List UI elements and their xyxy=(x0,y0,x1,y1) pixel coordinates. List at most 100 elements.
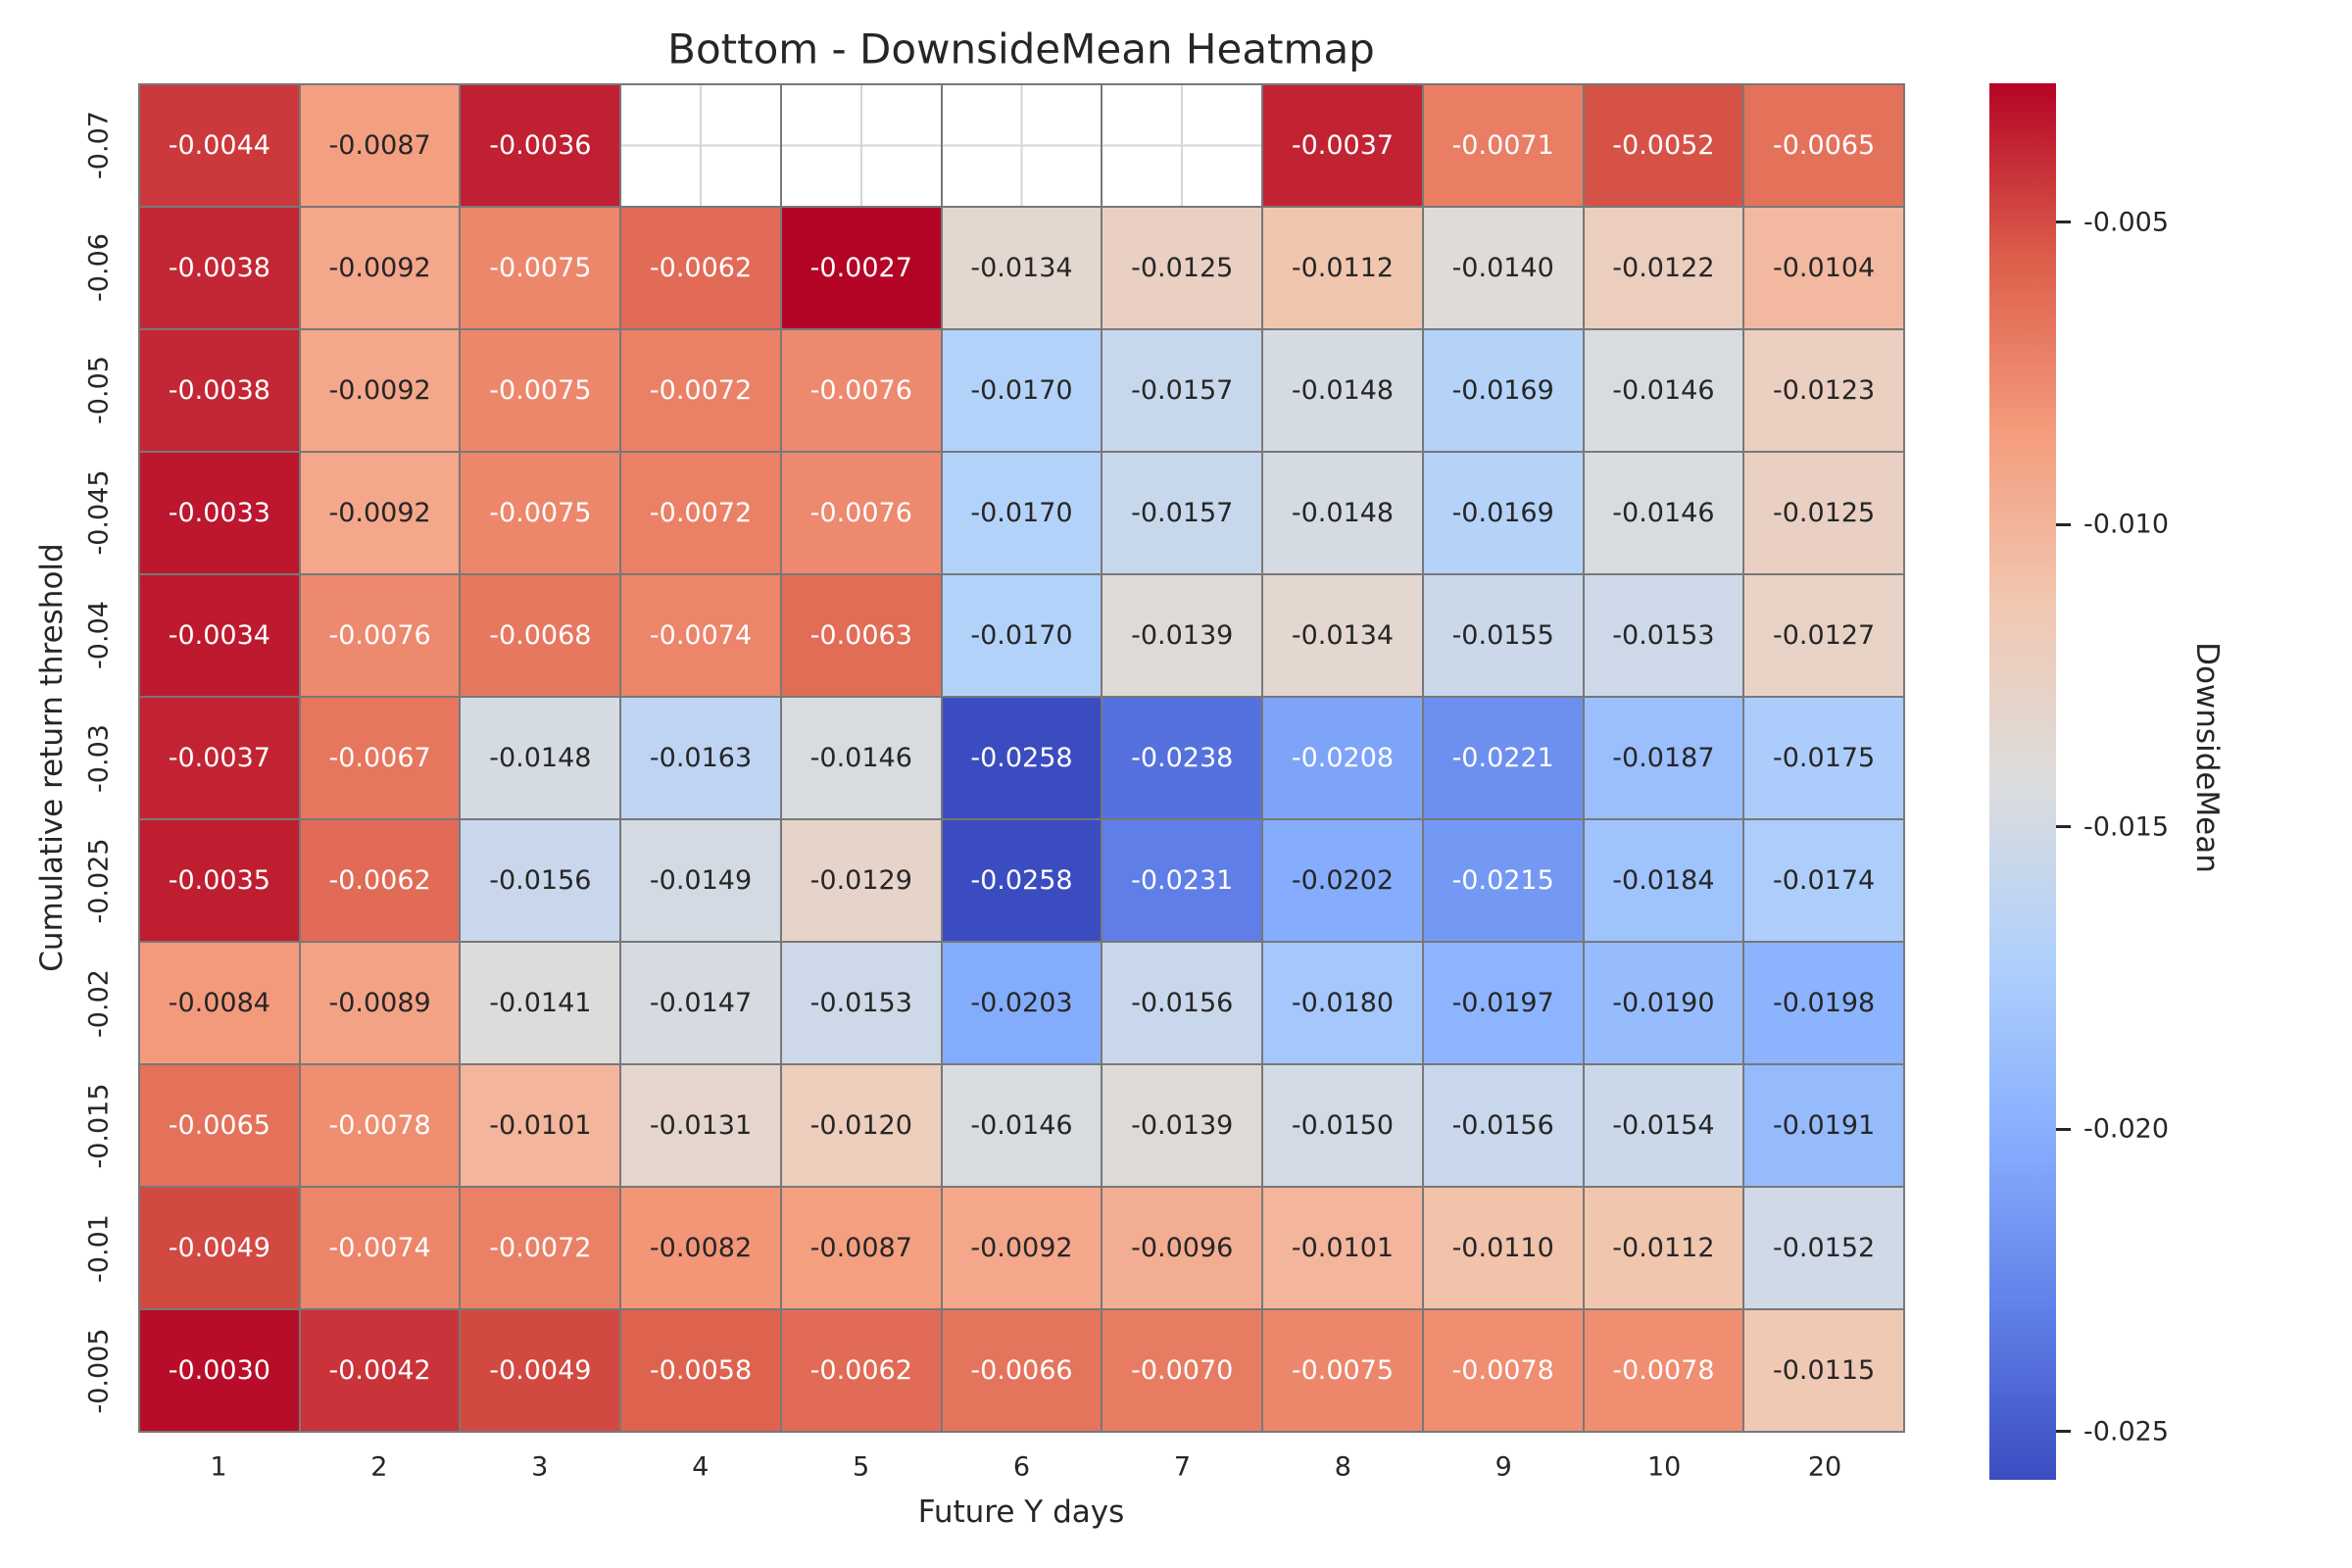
colorbar-tick-mark xyxy=(2056,825,2071,829)
heatmap-cell: -0.0035 xyxy=(140,820,299,941)
heatmap-cell: -0.0123 xyxy=(1744,330,1903,451)
heatmap-cell: -0.0072 xyxy=(621,330,780,451)
colorbar-label: DownsideMean xyxy=(2189,642,2225,873)
heatmap-cell: -0.0150 xyxy=(1263,1065,1422,1186)
x-axis-label: Future Y days xyxy=(917,1494,1125,1530)
heatmap-cell: -0.0076 xyxy=(781,330,941,451)
heatmap-cell: -0.0078 xyxy=(1423,1310,1583,1431)
heatmap-cell: -0.0146 xyxy=(781,698,941,818)
heatmap-cell: -0.0044 xyxy=(140,85,299,206)
heatmap-cell: -0.0215 xyxy=(1423,820,1583,941)
heatmap-cell: -0.0120 xyxy=(781,1065,941,1186)
y-tick-label: -0.005 xyxy=(83,1328,115,1414)
heatmap-cell: -0.0033 xyxy=(140,453,299,573)
heatmap-cell: -0.0174 xyxy=(1744,820,1903,941)
heatmap-cell: -0.0078 xyxy=(300,1065,460,1186)
heatmap-cell: -0.0084 xyxy=(140,943,299,1063)
heatmap-cell: -0.0037 xyxy=(140,698,299,818)
heatmap-cell: -0.0062 xyxy=(300,820,460,941)
heatmap-cell: -0.0058 xyxy=(621,1310,780,1431)
heatmap-cell: -0.0092 xyxy=(300,208,460,328)
y-tick-label: -0.04 xyxy=(83,601,115,670)
y-tick-label: -0.015 xyxy=(83,1083,115,1169)
heatmap-cell: -0.0049 xyxy=(461,1310,620,1431)
heatmap-cell: -0.0139 xyxy=(1102,1065,1262,1186)
y-tick-label: -0.06 xyxy=(83,232,115,302)
heatmap-cell: -0.0157 xyxy=(1102,330,1262,451)
heatmap-cell: -0.0062 xyxy=(621,208,780,328)
colorbar-tick-label: -0.025 xyxy=(2083,1416,2170,1447)
heatmap-cell: -0.0221 xyxy=(1423,698,1583,818)
heatmap-cell: -0.0078 xyxy=(1584,1310,1743,1431)
heatmap-cell: -0.0075 xyxy=(1263,1310,1422,1431)
heatmap-cell xyxy=(781,85,941,206)
heatmap-cell: -0.0122 xyxy=(1584,208,1743,328)
heatmap-cell: -0.0170 xyxy=(942,575,1102,696)
heatmap-cell: -0.0149 xyxy=(621,820,780,941)
heatmap-cell: -0.0125 xyxy=(1102,208,1262,328)
y-tick-label: -0.02 xyxy=(83,968,115,1038)
heatmap-cell: -0.0163 xyxy=(621,698,780,818)
x-tick-label: 2 xyxy=(370,1451,388,1483)
heatmap-cell: -0.0065 xyxy=(140,1065,299,1186)
heatmap-cell: -0.0034 xyxy=(140,575,299,696)
heatmap-cell: -0.0076 xyxy=(300,575,460,696)
heatmap-cell: -0.0198 xyxy=(1744,943,1903,1063)
heatmap-cell: -0.0037 xyxy=(1263,85,1422,206)
heatmap-cell: -0.0089 xyxy=(300,943,460,1063)
heatmap-cell: -0.0068 xyxy=(461,575,620,696)
heatmap-cell: -0.0156 xyxy=(1423,1065,1583,1186)
heatmap-cell: -0.0042 xyxy=(300,1310,460,1431)
x-tick-label: 6 xyxy=(1012,1451,1031,1483)
heatmap-cell xyxy=(942,85,1102,206)
y-tick-label: -0.01 xyxy=(83,1214,115,1284)
heatmap-cell: -0.0156 xyxy=(461,820,620,941)
colorbar xyxy=(1989,83,2056,1480)
heatmap-cell: -0.0153 xyxy=(781,943,941,1063)
heatmap-cell: -0.0197 xyxy=(1423,943,1583,1063)
heatmap-cell: -0.0140 xyxy=(1423,208,1583,328)
heatmap-cell: -0.0147 xyxy=(621,943,780,1063)
heatmap-cell: -0.0258 xyxy=(942,698,1102,818)
heatmap-cell: -0.0101 xyxy=(461,1065,620,1186)
heatmap-cell: -0.0148 xyxy=(1263,330,1422,451)
heatmap-cell: -0.0052 xyxy=(1584,85,1743,206)
heatmap-cell: -0.0127 xyxy=(1744,575,1903,696)
heatmap-cell: -0.0063 xyxy=(781,575,941,696)
heatmap-cell: -0.0067 xyxy=(300,698,460,818)
y-tick-label: -0.025 xyxy=(83,838,115,924)
heatmap-grid: -0.0044 -0.0087 -0.0036 -0.0037 -0.0071 -0.00… xyxy=(138,83,1905,1433)
colorbar-tick-mark xyxy=(2056,220,2071,224)
x-tick-label: 7 xyxy=(1173,1451,1191,1483)
heatmap-cell: -0.0170 xyxy=(942,453,1102,573)
heatmap-cell: -0.0170 xyxy=(942,330,1102,451)
heatmap-cell: -0.0110 xyxy=(1423,1188,1583,1308)
heatmap-cell: -0.0074 xyxy=(621,575,780,696)
heatmap-cell: -0.0072 xyxy=(461,1188,620,1308)
heatmap-cell: -0.0074 xyxy=(300,1188,460,1308)
heatmap-cell: -0.0238 xyxy=(1102,698,1262,818)
colorbar-tick-label: -0.005 xyxy=(2083,207,2170,238)
heatmap-cell: -0.0071 xyxy=(1423,85,1583,206)
heatmap-cell: -0.0146 xyxy=(942,1065,1102,1186)
y-tick-label: -0.05 xyxy=(83,356,115,424)
heatmap-cell: -0.0139 xyxy=(1102,575,1262,696)
heatmap-cell: -0.0092 xyxy=(300,330,460,451)
heatmap-cell xyxy=(1102,85,1262,206)
x-tick-label: 8 xyxy=(1334,1451,1351,1483)
heatmap-cell: -0.0062 xyxy=(781,1310,941,1431)
x-tick-label: 4 xyxy=(692,1451,710,1483)
heatmap-cell: -0.0202 xyxy=(1263,820,1422,941)
colorbar-tick-mark xyxy=(2056,522,2071,526)
y-tick-label: -0.07 xyxy=(83,110,115,179)
heatmap-cell: -0.0157 xyxy=(1102,453,1262,573)
heatmap-cell: -0.0180 xyxy=(1263,943,1422,1063)
x-tick-label: 3 xyxy=(531,1451,549,1483)
heatmap-cell: -0.0075 xyxy=(461,453,620,573)
heatmap-cell: -0.0146 xyxy=(1584,330,1743,451)
heatmap-cell: -0.0066 xyxy=(942,1310,1102,1431)
heatmap-cell: -0.0076 xyxy=(781,453,941,573)
x-tick-label: 20 xyxy=(1807,1451,1842,1483)
heatmap-cell xyxy=(621,85,780,206)
heatmap-cell: -0.0104 xyxy=(1744,208,1903,328)
